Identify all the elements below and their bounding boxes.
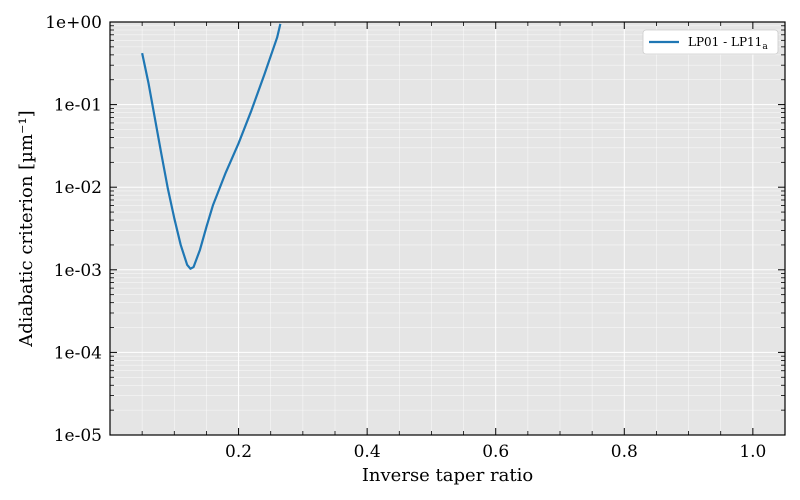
y-tick-label: 1e-05	[54, 426, 102, 446]
legend-series-name: LP01 - LP11	[688, 35, 762, 49]
plot-frame	[109, 21, 786, 436]
plot-area	[110, 22, 785, 435]
y-tick-label: 1e-03	[54, 261, 102, 281]
y-tick-label: 1e+00	[45, 13, 102, 33]
minor-grid	[110, 22, 785, 435]
legend-label: LP01 - LP11a	[688, 35, 768, 52]
y-tick-label: 1e-01	[54, 96, 102, 116]
x-tick-label: 0.6	[482, 442, 509, 462]
y-tick-label: 1e-02	[54, 178, 102, 198]
x-tick-label: 0.8	[611, 442, 638, 462]
x-tick-label: 0.4	[354, 442, 381, 462]
x-tick-labels: 0.2 0.4 0.6 0.8 1.0	[225, 442, 766, 462]
y-tick-label: 1e-04	[54, 343, 102, 363]
x-tick-label: 1.0	[739, 442, 766, 462]
x-axis-label: Inverse taper ratio	[362, 465, 533, 486]
series-layer	[141, 23, 282, 270]
x-tick-label: 0.2	[225, 442, 252, 462]
legend: LP01 - LP11a	[642, 29, 779, 55]
y-tick-labels: 1e-05 1e-04 1e-03 1e-02 1e-01 1e+00	[45, 13, 102, 446]
y-axis-label: Adiabatic criterion [µm⁻¹]	[16, 110, 37, 347]
ticks-layer	[110, 21, 785, 436]
legend-series-subscript: a	[762, 42, 768, 52]
legend-box	[642, 29, 779, 55]
series-line	[141, 23, 282, 270]
